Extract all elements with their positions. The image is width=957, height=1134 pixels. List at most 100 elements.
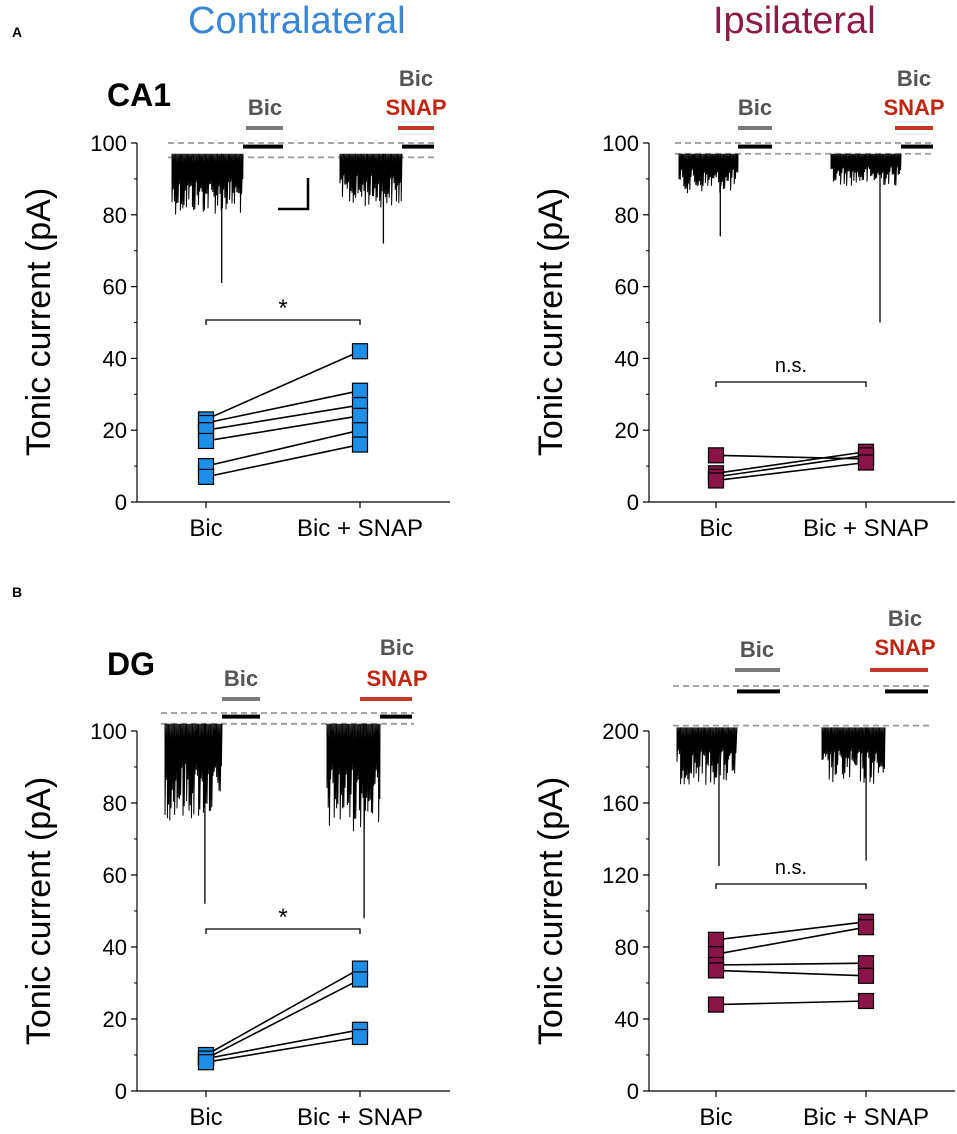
bic-label: Bic [248, 95, 282, 120]
data-point [351, 343, 369, 360]
trace-segment [676, 727, 738, 785]
row-label-dg: DG [107, 646, 155, 682]
data-point [351, 382, 369, 399]
pair-line [205, 350, 361, 421]
pair-line [205, 978, 361, 1060]
pair-line [715, 926, 867, 955]
y-tick-label: 200 [602, 719, 639, 744]
chart-ca1-contra: 0 20 40 60 80 100 Tonic current (pA) Bic Bic + S… [20, 66, 450, 542]
trace-segment [821, 727, 886, 784]
trace-segment [380, 714, 412, 719]
snap-bar [895, 126, 933, 130]
pair-line [715, 962, 867, 966]
y-tick-label: 40 [103, 935, 127, 960]
x-tick-label: Bic [189, 1104, 222, 1131]
bic-label-top: Bic [897, 66, 931, 91]
y-tick-label: 0 [627, 490, 639, 515]
panel-label-b: B [12, 584, 23, 600]
x-tick-label: Bic [189, 515, 222, 542]
data-point [351, 1028, 369, 1046]
significance-bracket [715, 883, 867, 889]
y-tick-label: 160 [602, 791, 639, 816]
x-tick-label: Bic + SNAP [803, 515, 929, 542]
trace-segment [678, 153, 739, 194]
pair-line [205, 967, 361, 1056]
example-trace: Bic SNAP Bic [168, 66, 447, 284]
x-tick-label: Bic + SNAP [803, 1104, 929, 1131]
bic-label-top: Bic [380, 635, 414, 660]
bic-label: Bic [224, 666, 258, 691]
trace-segment [326, 723, 381, 832]
pair-line [205, 389, 361, 424]
significance-label: * [278, 904, 287, 931]
data-point [857, 992, 875, 1010]
data-point [197, 1054, 215, 1071]
y-tick-label: 60 [103, 863, 127, 888]
trace-segment [339, 153, 403, 208]
y-tick-label: 100 [90, 131, 127, 156]
y-tick-label: 80 [615, 935, 639, 960]
pair-line [715, 921, 867, 941]
bic-bar [735, 668, 780, 672]
data-point [351, 407, 369, 424]
column-title-ipsilateral: Ipsilateral [713, 0, 876, 42]
bic-bar [738, 126, 772, 130]
scale-bar [278, 178, 310, 211]
data-point [857, 967, 875, 984]
trace-segment [164, 723, 223, 821]
y-tick-label: 0 [115, 1079, 127, 1104]
data-point [707, 962, 725, 979]
y-tick-label: 20 [615, 418, 639, 443]
chart-dg-ipsi: 0 40 80 120 160 200 Tonic current (pA) Bic Bic +… [532, 606, 955, 1131]
trace-segment [830, 153, 902, 186]
significance-bracket [715, 381, 867, 387]
snap-label: SNAP [366, 666, 427, 691]
y-tick-label: 80 [615, 203, 639, 228]
data-point [197, 432, 215, 450]
chart-ca1-ipsi: 0 20 40 60 80 100 Tonic current (pA) Bic Bic + S… [532, 66, 955, 542]
data-point [707, 931, 725, 948]
example-trace: Bic SNAP Bic [673, 606, 936, 866]
trace-segment [885, 689, 928, 694]
significance-bracket [205, 928, 361, 934]
x-tick-label: Bic [699, 1104, 732, 1131]
pair-line [715, 450, 867, 475]
significance-label: n.s. [775, 355, 807, 377]
y-tick-label: 40 [615, 1007, 639, 1032]
pair-line [205, 415, 361, 442]
bic-label-top: Bic [888, 606, 922, 631]
pair-line [205, 443, 361, 478]
bic-label: Bic [740, 637, 774, 662]
pair-line [715, 1000, 867, 1006]
x-tick-label: Bic + SNAP [297, 1104, 423, 1131]
snap-label: SNAP [883, 95, 944, 120]
significance-label: n.s. [775, 857, 807, 879]
y-axis-title: Tonic current (pA) [20, 188, 58, 456]
trace-segment [901, 144, 933, 149]
y-tick-label: 100 [90, 719, 127, 744]
y-axis-title: Tonic current (pA) [532, 188, 570, 456]
bic-label-top: Bic [399, 66, 433, 91]
x-tick-label: Bic [699, 515, 732, 542]
pair-line [205, 1029, 361, 1060]
y-tick-label: 20 [103, 1007, 127, 1032]
y-tick-label: 40 [103, 346, 127, 371]
bic-label: Bic [738, 95, 772, 120]
y-tick-label: 60 [615, 275, 639, 300]
trace-segment [738, 144, 772, 149]
significance-label: * [278, 295, 287, 322]
trace-segment [243, 144, 283, 149]
y-axis-title: Tonic current (pA) [532, 777, 570, 1045]
snap-bar [360, 697, 412, 701]
pair-line [715, 969, 867, 977]
data-point [857, 919, 875, 936]
data-point [197, 468, 215, 485]
trace-segment [737, 689, 780, 694]
significance-bracket [205, 319, 361, 325]
snap-label: SNAP [874, 635, 935, 660]
row-label-ca1: CA1 [107, 77, 171, 113]
pair-line [205, 1036, 361, 1063]
chart-dg-contra: 0 20 40 60 80 100 Tonic current (pA) Bic Bic + S… [20, 635, 450, 1131]
